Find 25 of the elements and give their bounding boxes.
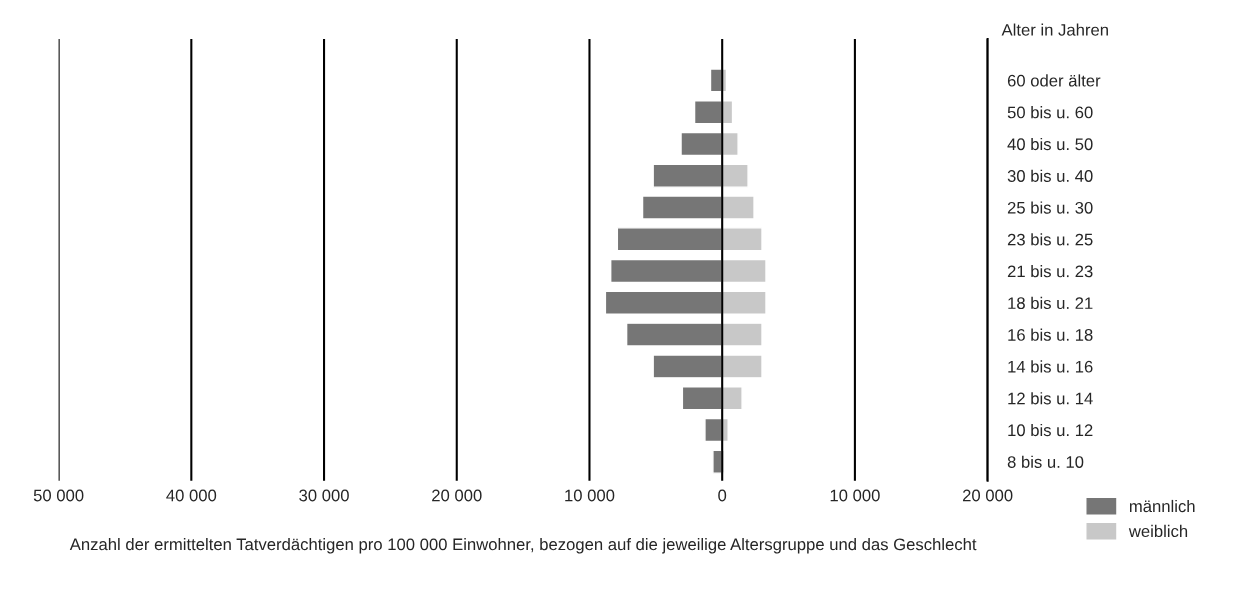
x-tick-label: 0 <box>718 489 727 502</box>
y-tick-label: 23 bis u. 25 <box>1007 233 1093 246</box>
y-tick-label: 14 bis u. 16 <box>1008 360 1093 373</box>
x-tick-label: 40 000 <box>166 489 217 502</box>
x-tick-label: 30 000 <box>299 489 349 502</box>
x-axis-title: Anzahl der ermittelten Tatverdächtigen pro 100 000 Einwohner, bezogen auf die jeweilige Altersgruppe und das Geschlecht <box>69 538 977 554</box>
y-tick-label: 25 bis u. 30 <box>1007 201 1093 214</box>
x-tick-label: 10 000 <box>565 489 615 502</box>
legend-label: männlich <box>1129 499 1195 513</box>
y-tick-label: 21 bis u. 23 <box>1007 265 1093 278</box>
y-tick-label: 16 bis u. 18 <box>1008 328 1093 341</box>
y-tick-label: 40 bis u. 50 <box>1007 137 1093 151</box>
y-tick-label: 12 bis u. 14 <box>1008 392 1093 405</box>
x-tick-label: 50 000 <box>33 489 84 502</box>
y-tick-label: 18 bis u. 21 <box>1008 296 1093 310</box>
y-axis-title: Alter in Jahren <box>1001 23 1108 36</box>
y-tick-label: 10 bis u. 12 <box>1008 423 1093 437</box>
y-tick-label: 60 oder älter <box>1007 74 1101 87</box>
x-tick-label: 10 000 <box>830 489 880 502</box>
y-tick-label: 8 bis u. 10 <box>1007 455 1084 468</box>
y-tick-label: 30 bis u. 40 <box>1007 169 1093 182</box>
x-tick-label: 20 000 <box>962 489 1013 502</box>
x-tick-label: 20 000 <box>432 489 482 502</box>
legend-label: weiblich <box>1128 524 1188 538</box>
y-tick-label: 50 bis u. 60 <box>1007 106 1093 119</box>
